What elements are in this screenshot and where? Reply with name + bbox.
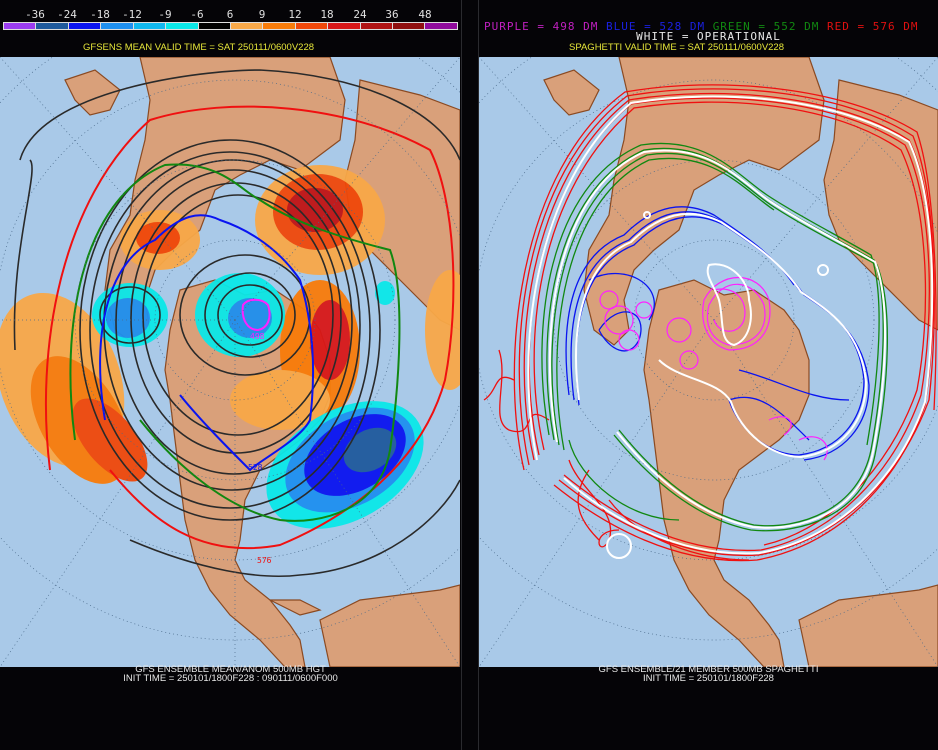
colorbar-swatch bbox=[360, 23, 394, 29]
spaghetti-panel: PURPLE = 498 DM BLUE = 528 DM GREEN = 55… bbox=[479, 0, 938, 750]
spaghetti-map-graphic bbox=[479, 57, 938, 667]
legend-blue: BLUE = 528 DM bbox=[605, 20, 706, 33]
colorbar-tick: 24 bbox=[353, 8, 367, 21]
colorbar-swatch bbox=[198, 23, 231, 29]
legend-purple: PURPLE = 498 DM bbox=[484, 20, 599, 33]
colorbar-swatch bbox=[328, 23, 361, 29]
colorbar-tick: -12 bbox=[122, 8, 142, 21]
spaghetti-footer: GFS ENSEMBLE/21 MEMBER 500MB SPAGHETTI I… bbox=[479, 664, 938, 684]
colorbar-swatch bbox=[4, 23, 37, 29]
ensemble-mean-panel: -36 -24 -18 -12 -9 -6 6 9 12 18 24 36 48… bbox=[0, 0, 461, 750]
colorbar-tick: 48 bbox=[418, 8, 432, 21]
contour-label-498: 498 bbox=[250, 332, 265, 341]
colorbar-swatch bbox=[36, 23, 69, 29]
panel-divider bbox=[478, 0, 479, 750]
colorbar-swatch bbox=[263, 23, 296, 29]
colorbar-tick: -36 bbox=[25, 8, 45, 21]
colorbar-swatch bbox=[68, 23, 102, 29]
spaghetti-operational-white bbox=[527, 95, 934, 559]
colorbar-swatch bbox=[101, 23, 134, 29]
spaghetti-map bbox=[479, 57, 938, 667]
colorbar-tick: -24 bbox=[57, 8, 77, 21]
contour-label-576: 576 bbox=[257, 556, 272, 565]
footer-product: GFS ENSEMBLE MEAN/ANOM 500MB HGT bbox=[135, 664, 326, 675]
colorbar-tick: 12 bbox=[288, 8, 302, 21]
anomaly-colorbar bbox=[3, 22, 458, 30]
legend-white: WHITE = OPERATIONAL bbox=[636, 30, 781, 43]
spaghetti-legend: PURPLE = 498 DM BLUE = 528 DM GREEN = 55… bbox=[484, 20, 919, 33]
footer-product: GFS ENSEMBLE/21 MEMBER 500MB SPAGHETTI bbox=[598, 664, 819, 675]
contour-528 bbox=[99, 214, 314, 472]
colorbar-tick: 6 bbox=[226, 8, 234, 21]
contour-label-528: 528 bbox=[248, 463, 263, 472]
colorbar-tick: 18 bbox=[320, 8, 334, 21]
graticule bbox=[0, 57, 460, 667]
colorbar-tick: 36 bbox=[385, 8, 399, 21]
colorbar-tick: 9 bbox=[258, 8, 266, 21]
colorbar-swatch bbox=[133, 23, 167, 29]
colorbar-swatch bbox=[393, 23, 426, 29]
colorbar-swatch bbox=[166, 23, 199, 29]
footer-init-time: INIT TIME = 250101/1800F228 : 090111/060… bbox=[123, 673, 338, 684]
colorbar-labels: -36 -24 -18 -12 -9 -6 6 9 12 18 24 36 48 bbox=[0, 8, 460, 22]
mean-footer: GFS ENSEMBLE MEAN/ANOM 500MB HGT INIT TI… bbox=[0, 664, 461, 684]
colorbar-tick: -6 bbox=[190, 8, 204, 21]
colorbar-swatch bbox=[230, 23, 264, 29]
contour-498 bbox=[241, 298, 271, 332]
ensemble-mean-map: 498 528 576 bbox=[0, 57, 460, 667]
footer-init-time: INIT TIME = 250101/1800F228 bbox=[643, 673, 774, 684]
valid-time-title: GFSENS MEAN VALID TIME = SAT 250111/0600… bbox=[83, 42, 315, 53]
colorbar-swatch bbox=[295, 23, 329, 29]
contour-576 bbox=[45, 105, 455, 550]
height-contours bbox=[13, 69, 460, 578]
panel-divider bbox=[461, 0, 462, 750]
legend-red: RED = 576 DM bbox=[827, 20, 919, 33]
legend-green: GREEN = 552 DM bbox=[712, 20, 820, 33]
anomaly-fills bbox=[0, 165, 460, 529]
colorbar-swatch bbox=[425, 23, 457, 29]
mean-anomaly-map-graphic: 498 528 576 bbox=[0, 57, 460, 667]
spaghetti-valid-time-title: SPAGHETTI VALID TIME = SAT 250111/0600V2… bbox=[569, 42, 785, 53]
contour-552 bbox=[69, 163, 401, 522]
spaghetti-498-purple bbox=[599, 277, 828, 461]
colorbar-tick: -9 bbox=[158, 8, 172, 21]
colorbar-tick: -18 bbox=[90, 8, 110, 21]
